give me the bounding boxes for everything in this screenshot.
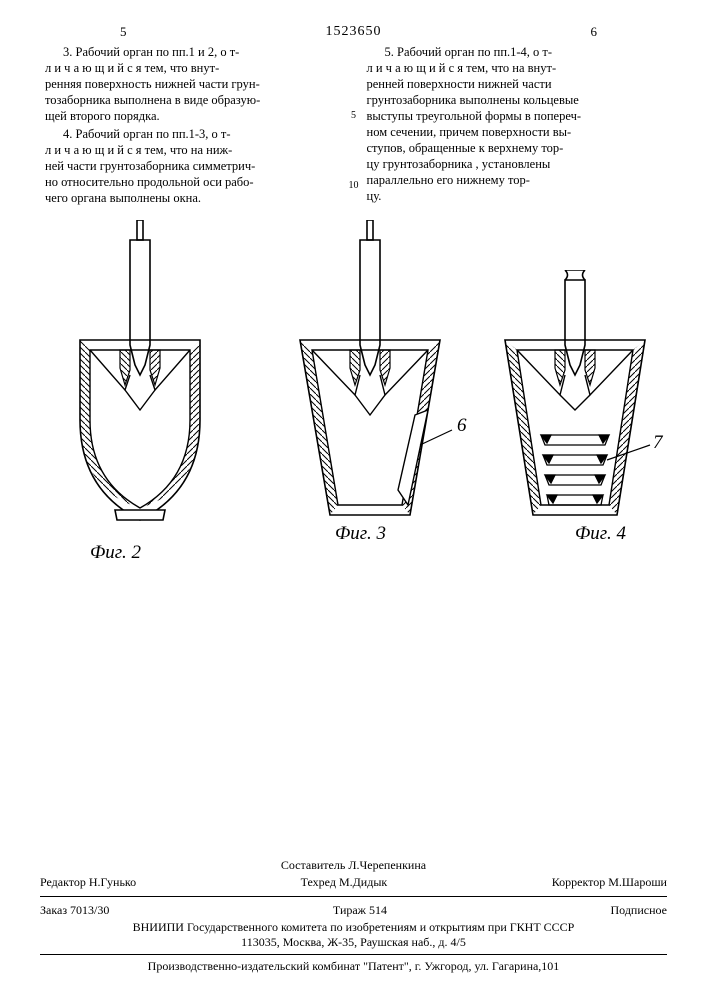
page-number-left: 5 (120, 24, 127, 40)
figure-2-svg (55, 220, 225, 540)
claim-4: 4. Рабочий орган по пп.1-3, о т- л и ч а… (45, 126, 341, 206)
figure-3-label: Фиг. 3 (335, 523, 386, 545)
column-right: 5. Рабочий орган по пп.1-4, о т- л и ч а… (367, 44, 663, 208)
footer-corrector: Корректор М.Шароши (552, 875, 667, 890)
claim-3: 3. Рабочий орган по пп.1 и 2, о т- л и ч… (45, 44, 341, 124)
figure-4-ref7: 7 (653, 432, 663, 454)
footer-vniipi: ВНИИПИ Государственного комитета по изоб… (40, 920, 667, 950)
figure-4-label: Фиг. 4 (575, 523, 626, 545)
text-columns: 3. Рабочий орган по пп.1 и 2, о т- л и ч… (45, 44, 662, 208)
column-left: 3. Рабочий орган по пп.1 и 2, о т- л и ч… (45, 44, 341, 208)
footer-podpisnoe: Подписное (611, 903, 668, 918)
footer-editor: Редактор Н.Гунько (40, 875, 136, 890)
footer-rule-1 (40, 896, 667, 897)
footer-order-row: Заказ 7013/30 Тираж 514 Подписное (40, 901, 667, 920)
footer-techred: Техред М.Дидык (301, 875, 388, 890)
figure-2-label: Фиг. 2 (90, 542, 141, 564)
page-number-right: 6 (591, 24, 598, 40)
footer-rule-2 (40, 954, 667, 955)
footer-order: Заказ 7013/30 (40, 903, 109, 918)
footer-tirazh: Тираж 514 (333, 903, 387, 918)
figure-4-svg (485, 270, 660, 540)
claim-5: 5. Рабочий орган по пп.1-4, о т- л и ч а… (367, 44, 663, 204)
figure-3-svg (280, 220, 460, 540)
figure-3-ref6: 6 (457, 415, 467, 437)
document-number: 1523650 (326, 24, 382, 40)
figures-area: Фиг. 2 Фиг. 3 6 (45, 220, 662, 600)
footer-credits-row: Редактор Н.Гунько Техред М.Дидык Коррект… (40, 873, 667, 892)
footer-plant: Производственно-издательский комбинат "П… (40, 959, 667, 974)
page-root: 5 6 1523650 5 10 3. Рабочий орган по пп.… (0, 0, 707, 1000)
footer-compiler-row: Составитель Л.Черепенкина (40, 858, 667, 873)
footer: Составитель Л.Черепенкина Редактор Н.Гун… (40, 858, 667, 974)
